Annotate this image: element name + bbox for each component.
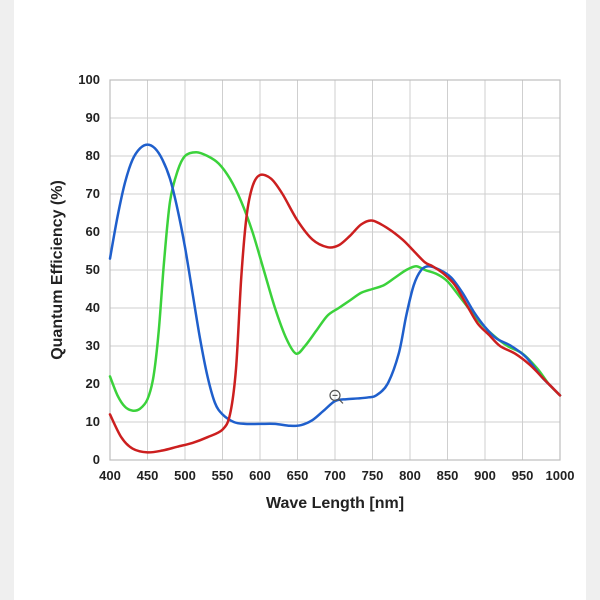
x-tick-label: 650 — [287, 468, 309, 483]
x-tick-label: 550 — [212, 468, 234, 483]
qe-chart: 4004505005506006507007508008509009501000… — [0, 0, 600, 600]
y-tick-label: 50 — [86, 262, 100, 277]
x-tick-label: 800 — [399, 468, 421, 483]
x-tick-label: 500 — [174, 468, 196, 483]
x-tick-label: 400 — [99, 468, 121, 483]
x-tick-label: 1000 — [546, 468, 575, 483]
x-axis-label: Wave Length [nm] — [266, 495, 404, 512]
y-tick-label: 90 — [86, 110, 100, 125]
x-tick-label: 950 — [512, 468, 534, 483]
x-tick-label: 750 — [362, 468, 384, 483]
chart-svg: 4004505005506006507007508008509009501000… — [0, 0, 600, 600]
x-tick-label: 450 — [137, 468, 159, 483]
x-tick-label: 600 — [249, 468, 271, 483]
y-tick-label: 70 — [86, 186, 100, 201]
y-tick-label: 30 — [86, 338, 100, 353]
y-axis-label: Quantum Efficiency (%) — [49, 180, 66, 360]
y-tick-label: 40 — [86, 300, 100, 315]
y-tick-label: 0 — [93, 452, 100, 467]
y-tick-label: 20 — [86, 376, 100, 391]
y-tick-label: 100 — [78, 72, 100, 87]
x-tick-label: 900 — [474, 468, 496, 483]
x-tick-label: 700 — [324, 468, 346, 483]
y-tick-label: 10 — [86, 414, 100, 429]
y-tick-label: 80 — [86, 148, 100, 163]
y-tick-label: 60 — [86, 224, 100, 239]
x-tick-label: 850 — [437, 468, 459, 483]
